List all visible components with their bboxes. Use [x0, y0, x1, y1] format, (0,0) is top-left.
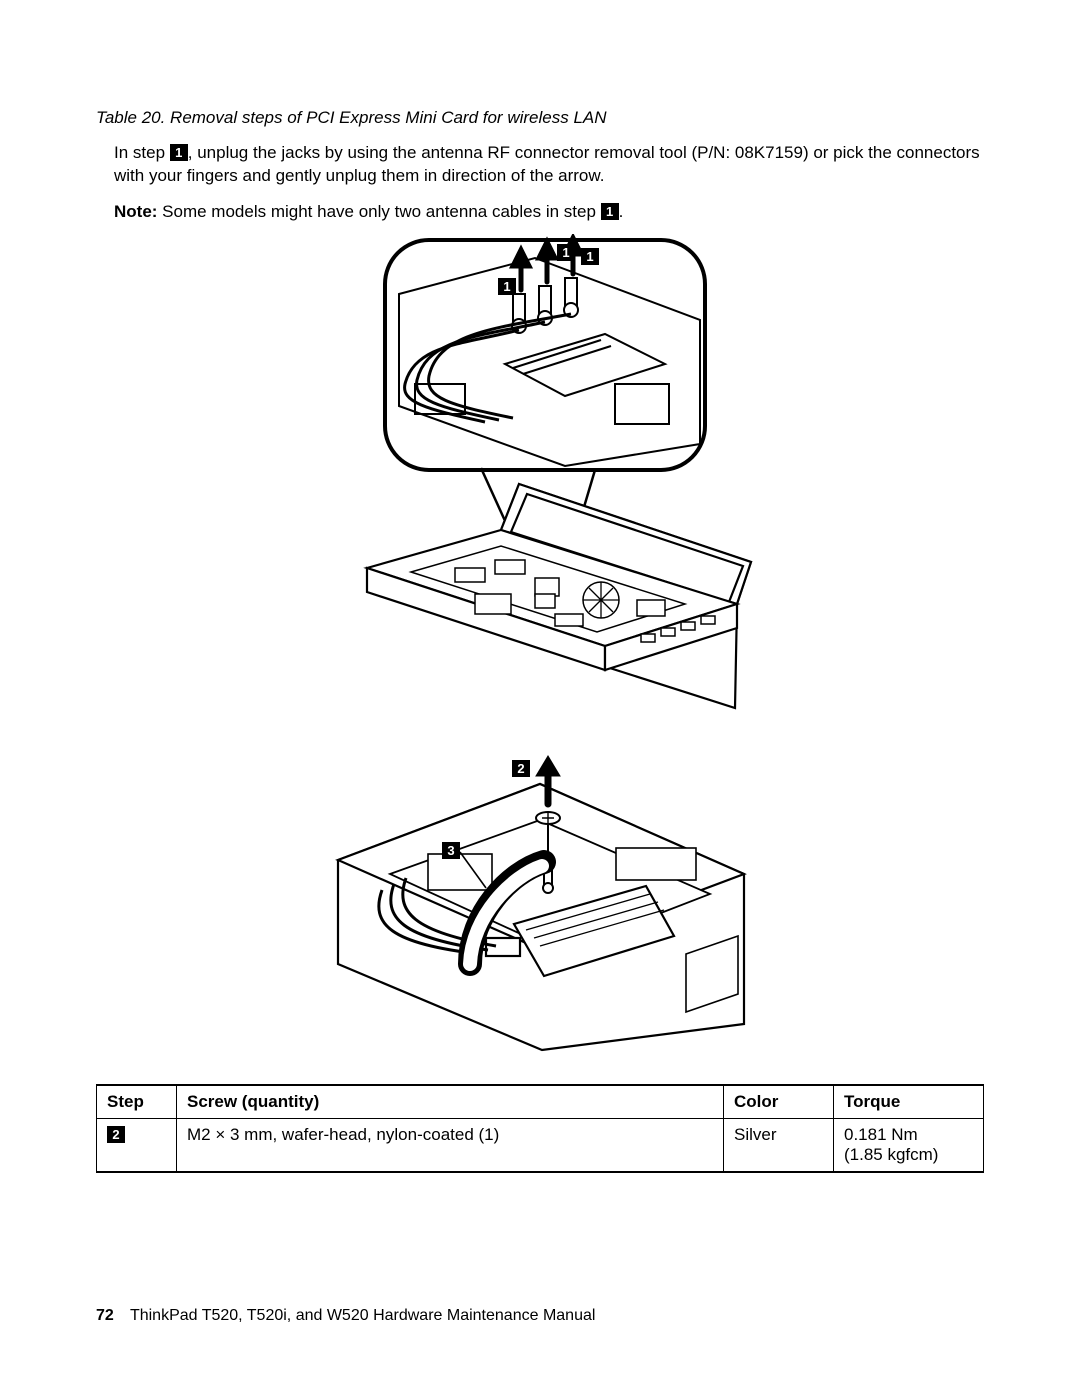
td-step: 2: [97, 1118, 177, 1172]
td-color: Silver: [724, 1118, 834, 1172]
svg-text:3: 3: [447, 843, 454, 858]
instruction-text-mid: , unplug the jacks by using the antenna …: [114, 143, 980, 185]
callout-1-inline: 1: [170, 144, 188, 161]
svg-text:2: 2: [517, 761, 524, 776]
screw-table: Step Screw (quantity) Color Torque 2 M2 …: [96, 1084, 984, 1173]
torque-kgfcm: (1.85 kgfcm): [844, 1145, 938, 1164]
td-screw: M2 × 3 mm, wafer-head, nylon-coated (1): [177, 1118, 724, 1172]
diagram-1: 1 1 1: [96, 234, 984, 724]
svg-text:1: 1: [562, 245, 569, 260]
instruction-paragraph: In step 1, unplug the jacks by using the…: [114, 142, 984, 188]
manual-title: ThinkPad T520, T520i, and W520 Hardware …: [130, 1307, 595, 1324]
note-label: Note:: [114, 202, 162, 221]
th-color: Color: [724, 1085, 834, 1119]
table-row: 2 M2 × 3 mm, wafer-head, nylon-coated (1…: [97, 1118, 984, 1172]
note-paragraph: Note: Some models might have only two an…: [114, 202, 984, 222]
th-torque: Torque: [834, 1085, 984, 1119]
torque-nm: 0.181 Nm: [844, 1125, 918, 1144]
th-screw: Screw (quantity): [177, 1085, 724, 1119]
table-caption: Table 20. Removal steps of PCI Express M…: [96, 108, 984, 128]
td-torque: 0.181 Nm (1.85 kgfcm): [834, 1118, 984, 1172]
page-number: 72: [96, 1307, 114, 1324]
note-text-pre: Some models might have only two antenna …: [162, 202, 600, 221]
table-header-row: Step Screw (quantity) Color Torque: [97, 1085, 984, 1119]
note-text-post: .: [619, 202, 624, 221]
svg-text:1: 1: [503, 279, 510, 294]
svg-text:1: 1: [586, 249, 593, 264]
page-footer: 72 ThinkPad T520, T520i, and W520 Hardwa…: [96, 1307, 595, 1325]
diagram-2: 2 3: [96, 754, 984, 1054]
instruction-text-pre: In step: [114, 143, 170, 162]
callout-1-inline-note: 1: [601, 203, 619, 220]
callout-2-cell: 2: [107, 1126, 125, 1143]
th-step: Step: [97, 1085, 177, 1119]
